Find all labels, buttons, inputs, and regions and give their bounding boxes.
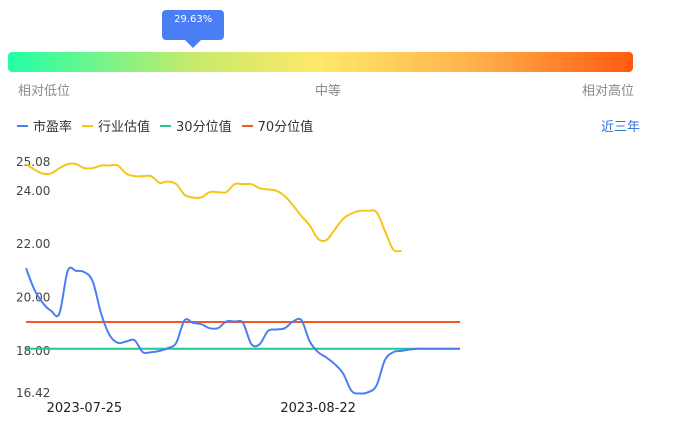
y-tick-label: 22.00 <box>16 237 50 251</box>
legend-label-p70: 70分位值 <box>257 120 314 135</box>
legend-item-p70[interactable]: 70分位值 <box>241 116 314 135</box>
percentile-gauge-bar <box>8 52 633 72</box>
legend-label-industry: 行业估值 <box>98 120 151 135</box>
y-tick-label: 20.00 <box>16 291 50 305</box>
x-tick-label: 2023-07-25 <box>47 401 123 416</box>
time-range-link[interactable]: 近三年 <box>600 120 640 135</box>
legend-swatch-p70 <box>241 124 253 127</box>
series-line-pe <box>25 266 460 395</box>
series-line-industry <box>25 162 402 253</box>
legend-item-pe[interactable]: 市盈率 <box>17 116 72 135</box>
y-tick-label: 25.08 <box>16 155 50 169</box>
gauge-label-high: 相对高位 <box>582 84 635 99</box>
chart-legend: 市盈率 行业估值 30分位值 70分位值 <box>17 116 323 135</box>
legend-swatch-industry <box>82 124 94 127</box>
gauge-label-low: 相对低位 <box>18 84 71 99</box>
y-tick-label: 24.00 <box>16 184 50 198</box>
legend-item-p30[interactable]: 30分位值 <box>160 116 232 135</box>
legend-label-p30: 30分位值 <box>176 120 232 135</box>
legend-swatch-p30 <box>160 124 172 127</box>
legend-label-pe: 市盈率 <box>33 120 73 135</box>
legend-item-industry[interactable]: 行业估值 <box>82 116 150 135</box>
percentile-value: 29.63% <box>174 14 213 25</box>
x-tick-label: 2023-08-22 <box>280 401 356 416</box>
gauge-label-mid: 中等 <box>315 84 342 99</box>
percentile-bubble: 29.63% <box>162 10 225 48</box>
legend-swatch-pe <box>17 124 28 127</box>
pe-valuation-chart: 25.08 24.00 22.00 20.00 18.00 16.422023-07-25… <box>16 155 460 416</box>
y-tick-label: 18.00 <box>16 344 50 358</box>
y-tick-label: 16.42 <box>16 386 50 400</box>
